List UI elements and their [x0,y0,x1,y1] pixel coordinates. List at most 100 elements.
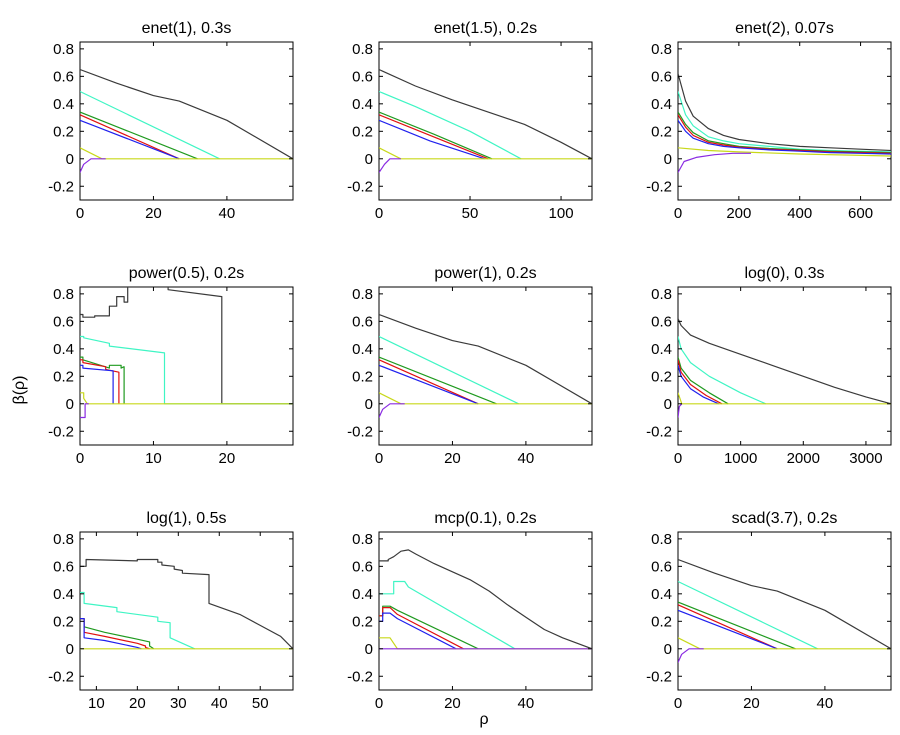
series-group [80,68,293,173]
series-line-green [80,111,198,160]
x-tick-label: 50 [252,695,269,712]
y-axis-label: β(ρ) [11,376,28,405]
x-tick-label: 600 [848,205,873,222]
y-tick-label: 0 [365,396,373,413]
series-line-red [379,114,489,160]
y-tick-label: 0 [365,641,373,658]
series-line-green [678,111,891,154]
series-line-red [379,606,464,650]
y-tick-label: -0.2 [48,423,74,440]
x-tick-label: 0 [375,450,383,467]
subplot-9: scad(3.7), 0.2s-0.200.20.40.60.80 20 40 [646,510,892,712]
series-line-purple [80,403,89,419]
series-line-green [80,356,125,404]
series-line-black [678,73,891,152]
series-group [379,68,592,173]
x-tick-label: 2000 [787,450,820,467]
series-line-purple [678,152,751,173]
series-line-purple [678,403,683,418]
y-tick-label: 0.4 [651,586,672,603]
x-tick-label: 10 [145,450,162,467]
y-tick-label: 0.2 [352,368,373,385]
x-tick-label: 400 [787,205,812,222]
y-tick-label: 0.8 [53,286,74,303]
x-tick-label: 20 [444,450,461,467]
y-tick-label: 0 [664,151,672,168]
series-line-red [80,114,180,160]
y-tick-label: 0.2 [651,613,672,630]
series-line-black [678,318,891,405]
y-tick-label: 0.2 [651,123,672,140]
y-tick-label: 0.6 [352,558,373,575]
x-tick-label: 0 [76,450,84,467]
y-tick-label: -0.2 [347,178,373,195]
x-tick-label: 20 [444,695,461,712]
y-tick-label: 0.6 [651,68,672,85]
y-tick-label: -0.2 [48,178,74,195]
subplot-6: log(0), 0.3s-0.200.20.40.60.80 1000 2000 30… [646,265,892,467]
series-line-cyan [379,90,522,160]
y-tick-label: -0.2 [646,423,672,440]
series-line-cyan [80,591,195,650]
series-line-green [678,356,729,405]
series-line-blue [80,364,114,404]
x-tick-label: 20 [145,205,162,222]
x-tick-label: 0 [375,205,383,222]
series-line-black [80,558,293,650]
x-tick-label: 40 [518,450,535,467]
subplot-title: log(0), 0.3s [744,265,824,282]
subplot-2: enet(1.5), 0.2s-0.200.20.40.60.80 50 100 [347,20,593,222]
x-tick-label: 0 [76,205,84,222]
series-group [80,558,293,650]
series-group [678,558,891,663]
y-tick-label: 0.2 [53,123,74,140]
plot-frame [79,41,294,201]
series-line-red [678,604,778,650]
y-tick-label: 0.6 [651,313,672,330]
x-tick-label: 30 [170,695,187,712]
y-tick-label: 0.6 [53,558,74,575]
series-line-purple [379,403,405,418]
plot-frame [378,41,593,201]
y-tick-label: 0.4 [651,341,672,358]
y-tick-label: 0.6 [651,558,672,575]
y-tick-label: 0 [66,641,74,658]
y-tick-label: -0.2 [646,178,672,195]
series-line-black [379,313,592,405]
series-line-cyan [80,335,293,405]
y-tick-label: 0.2 [352,613,373,630]
series-line-black [678,558,891,650]
series-line-yellow [678,147,891,157]
series-line-red [678,359,723,405]
y-tick-label: 0.4 [53,586,74,603]
series-line-blue [678,365,719,405]
subplot-title: enet(1.5), 0.2s [434,20,537,37]
y-tick-label: 0.6 [53,313,74,330]
y-tick-label: 0.4 [53,96,74,113]
plot-frame [79,286,294,446]
plot-frame [79,531,294,691]
y-tick-label: 0.4 [352,341,373,358]
x-tick-label: 0 [375,695,383,712]
y-tick-label: 0.2 [53,613,74,630]
series-line-blue [379,364,479,405]
x-tick-label: 40 [518,695,535,712]
x-tick-label: 20 [219,450,236,467]
series-line-cyan [80,90,220,160]
series-line-cyan [379,335,519,405]
subplot-1: enet(1), 0.3s-0.200.20.40.60.80 20 40 [48,20,294,222]
x-tick-label: 200 [726,205,751,222]
y-tick-label: -0.2 [646,668,672,685]
y-tick-label: 0.4 [651,96,672,113]
series-line-blue [678,119,891,155]
x-tick-label: 10 [88,695,105,712]
subplot-title: log(1), 0.5s [146,510,226,527]
subplot-5: power(1), 0.2s-0.200.20.40.60.80 20 40 [347,265,593,467]
x-tick-label: 100 [549,205,574,222]
series-line-cyan [379,580,516,650]
series-line-black [379,549,592,650]
subplot-7: log(1), 0.5s -0.2 0 0.2 0.4 0.6 0.8 10 20 30 40 50 [48,510,294,712]
y-tick-label: 0.4 [352,96,373,113]
y-tick-label: 0 [365,151,373,168]
